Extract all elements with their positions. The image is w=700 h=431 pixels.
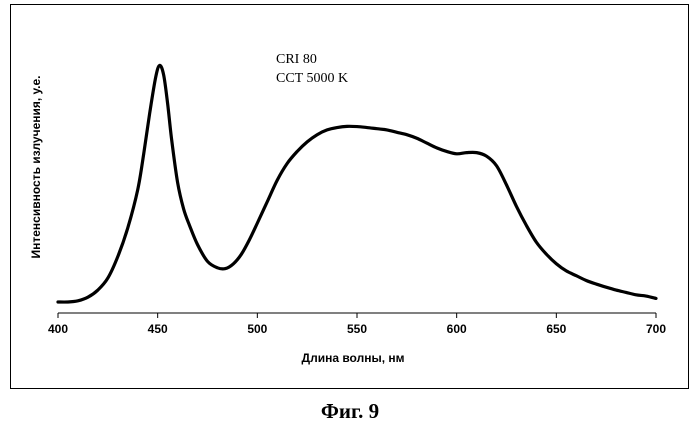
x-tick-label: 600: [447, 322, 467, 336]
x-tick-label: 650: [546, 322, 566, 336]
annotation-cri: CRI 80: [276, 52, 317, 67]
figure-caption: Фиг. 9: [0, 399, 700, 424]
x-tick-label: 450: [148, 322, 168, 336]
x-ticks: 400 450 500 550 600 650 700: [48, 313, 666, 336]
spectrum-series-line: [58, 65, 656, 302]
x-tick-label: 400: [48, 322, 68, 336]
x-axis-title: Длина волны, нм: [302, 351, 405, 365]
x-tick-label: 550: [347, 322, 367, 336]
series-layer: [58, 65, 656, 302]
x-tick-label: 700: [646, 322, 666, 336]
annotation-cct: CCT 5000 K: [276, 71, 348, 86]
x-tick-label: 500: [247, 322, 267, 336]
y-axis-title: Интенсивность излучения, у.е.: [29, 76, 43, 259]
